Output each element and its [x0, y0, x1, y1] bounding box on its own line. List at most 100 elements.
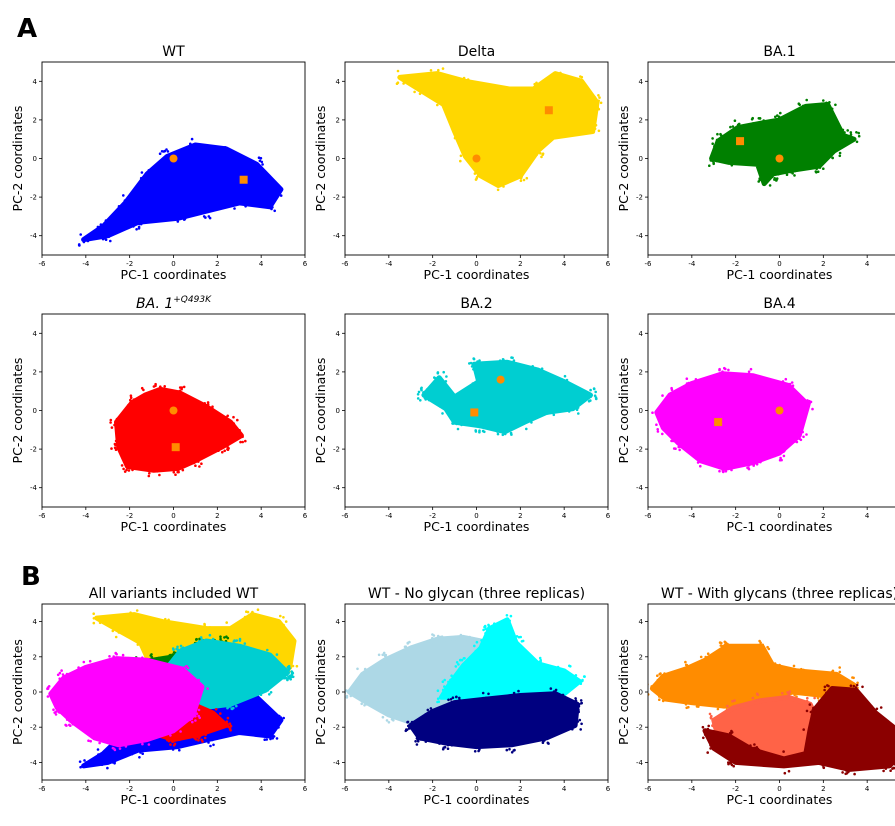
data-point	[176, 665, 180, 668]
data-point	[150, 660, 154, 663]
series-2	[701, 683, 895, 776]
plot-area	[77, 137, 284, 247]
data-point	[661, 699, 665, 703]
data-point	[61, 673, 65, 676]
data-point	[722, 706, 725, 709]
chart-0: -6 -4 -2 0 2 4 6 -4 -2 0 2 4 PC-1 coordinates PC-2 co…	[10, 44, 308, 282]
data-point	[226, 445, 229, 449]
data-point	[793, 697, 796, 700]
data-point	[96, 225, 100, 229]
series-0	[395, 67, 603, 192]
data-point	[576, 406, 580, 409]
data-point	[852, 684, 856, 688]
data-point	[593, 127, 597, 131]
y-tick-label: -2	[333, 446, 340, 454]
data-point	[812, 706, 815, 710]
data-point	[801, 104, 805, 108]
reference-square-marker	[239, 175, 248, 184]
x-axis-label: PC-1 coordinates	[121, 519, 227, 534]
plot-area	[648, 639, 895, 776]
x-tick-label: -6	[645, 260, 653, 268]
data-point	[286, 672, 289, 675]
data-point	[56, 673, 60, 677]
data-point	[440, 635, 444, 638]
data-point	[719, 644, 723, 647]
data-point	[206, 401, 210, 404]
data-point	[747, 467, 751, 471]
data-point	[797, 102, 801, 105]
data-point	[889, 764, 893, 768]
data-point	[533, 85, 537, 89]
data-point	[441, 412, 444, 415]
data-point	[884, 767, 888, 770]
data-point	[503, 432, 507, 436]
data-point	[266, 688, 270, 692]
data-point	[120, 656, 123, 660]
data-point	[241, 440, 244, 444]
data-point	[141, 752, 144, 755]
data-point	[127, 404, 130, 407]
data-point	[462, 76, 466, 80]
data-point	[512, 359, 516, 362]
data-point	[190, 137, 194, 141]
data-point	[349, 694, 353, 698]
data-point	[473, 644, 476, 648]
data-point	[60, 678, 63, 681]
series-5	[46, 651, 209, 752]
data-point	[684, 660, 687, 664]
data-point	[171, 653, 174, 656]
data-point	[129, 398, 132, 402]
data-point	[436, 697, 440, 700]
data-point	[175, 647, 178, 651]
data-point	[219, 637, 222, 641]
series-0	[109, 382, 247, 478]
data-point	[197, 733, 200, 737]
data-point	[363, 667, 367, 671]
data-point	[766, 645, 769, 649]
y-axis-label: PC-2 coordinates	[10, 639, 25, 745]
data-point	[58, 671, 62, 675]
data-point	[751, 696, 755, 700]
data-point	[451, 696, 455, 699]
x-tick-label: 0	[474, 785, 478, 793]
data-point	[821, 764, 825, 767]
x-tick-label: 4	[259, 260, 264, 268]
data-point	[786, 691, 789, 694]
data-point	[509, 431, 513, 435]
data-point	[54, 713, 58, 716]
data-point	[459, 154, 463, 158]
data-point	[655, 423, 658, 427]
data-point	[495, 623, 498, 627]
x-tick-label: -6	[645, 785, 653, 793]
data-point	[129, 394, 133, 398]
data-point	[774, 115, 777, 119]
data-point	[483, 430, 486, 434]
data-point	[266, 648, 269, 652]
data-point	[141, 656, 144, 659]
x-tick-label: 0	[171, 512, 175, 520]
data-point	[437, 68, 440, 72]
data-point	[104, 238, 108, 241]
data-point	[580, 679, 584, 683]
data-point	[579, 681, 582, 685]
y-axis-label: PC-2 coordinates	[10, 106, 25, 212]
data-point	[229, 704, 233, 707]
data-point	[279, 716, 283, 719]
x-tick-label: 6	[606, 512, 611, 520]
data-point	[724, 470, 728, 473]
data-point	[263, 738, 267, 741]
data-point	[190, 717, 194, 720]
data-point	[212, 743, 215, 747]
data-point	[446, 743, 450, 747]
data-point	[708, 712, 712, 716]
data-point	[92, 617, 96, 620]
data-point	[396, 69, 400, 73]
data-point	[658, 405, 662, 408]
data-point	[825, 691, 828, 695]
data-point	[89, 739, 92, 743]
data-point	[685, 706, 688, 710]
data-point	[679, 445, 682, 449]
data-point	[457, 669, 460, 672]
data-point	[79, 233, 82, 236]
